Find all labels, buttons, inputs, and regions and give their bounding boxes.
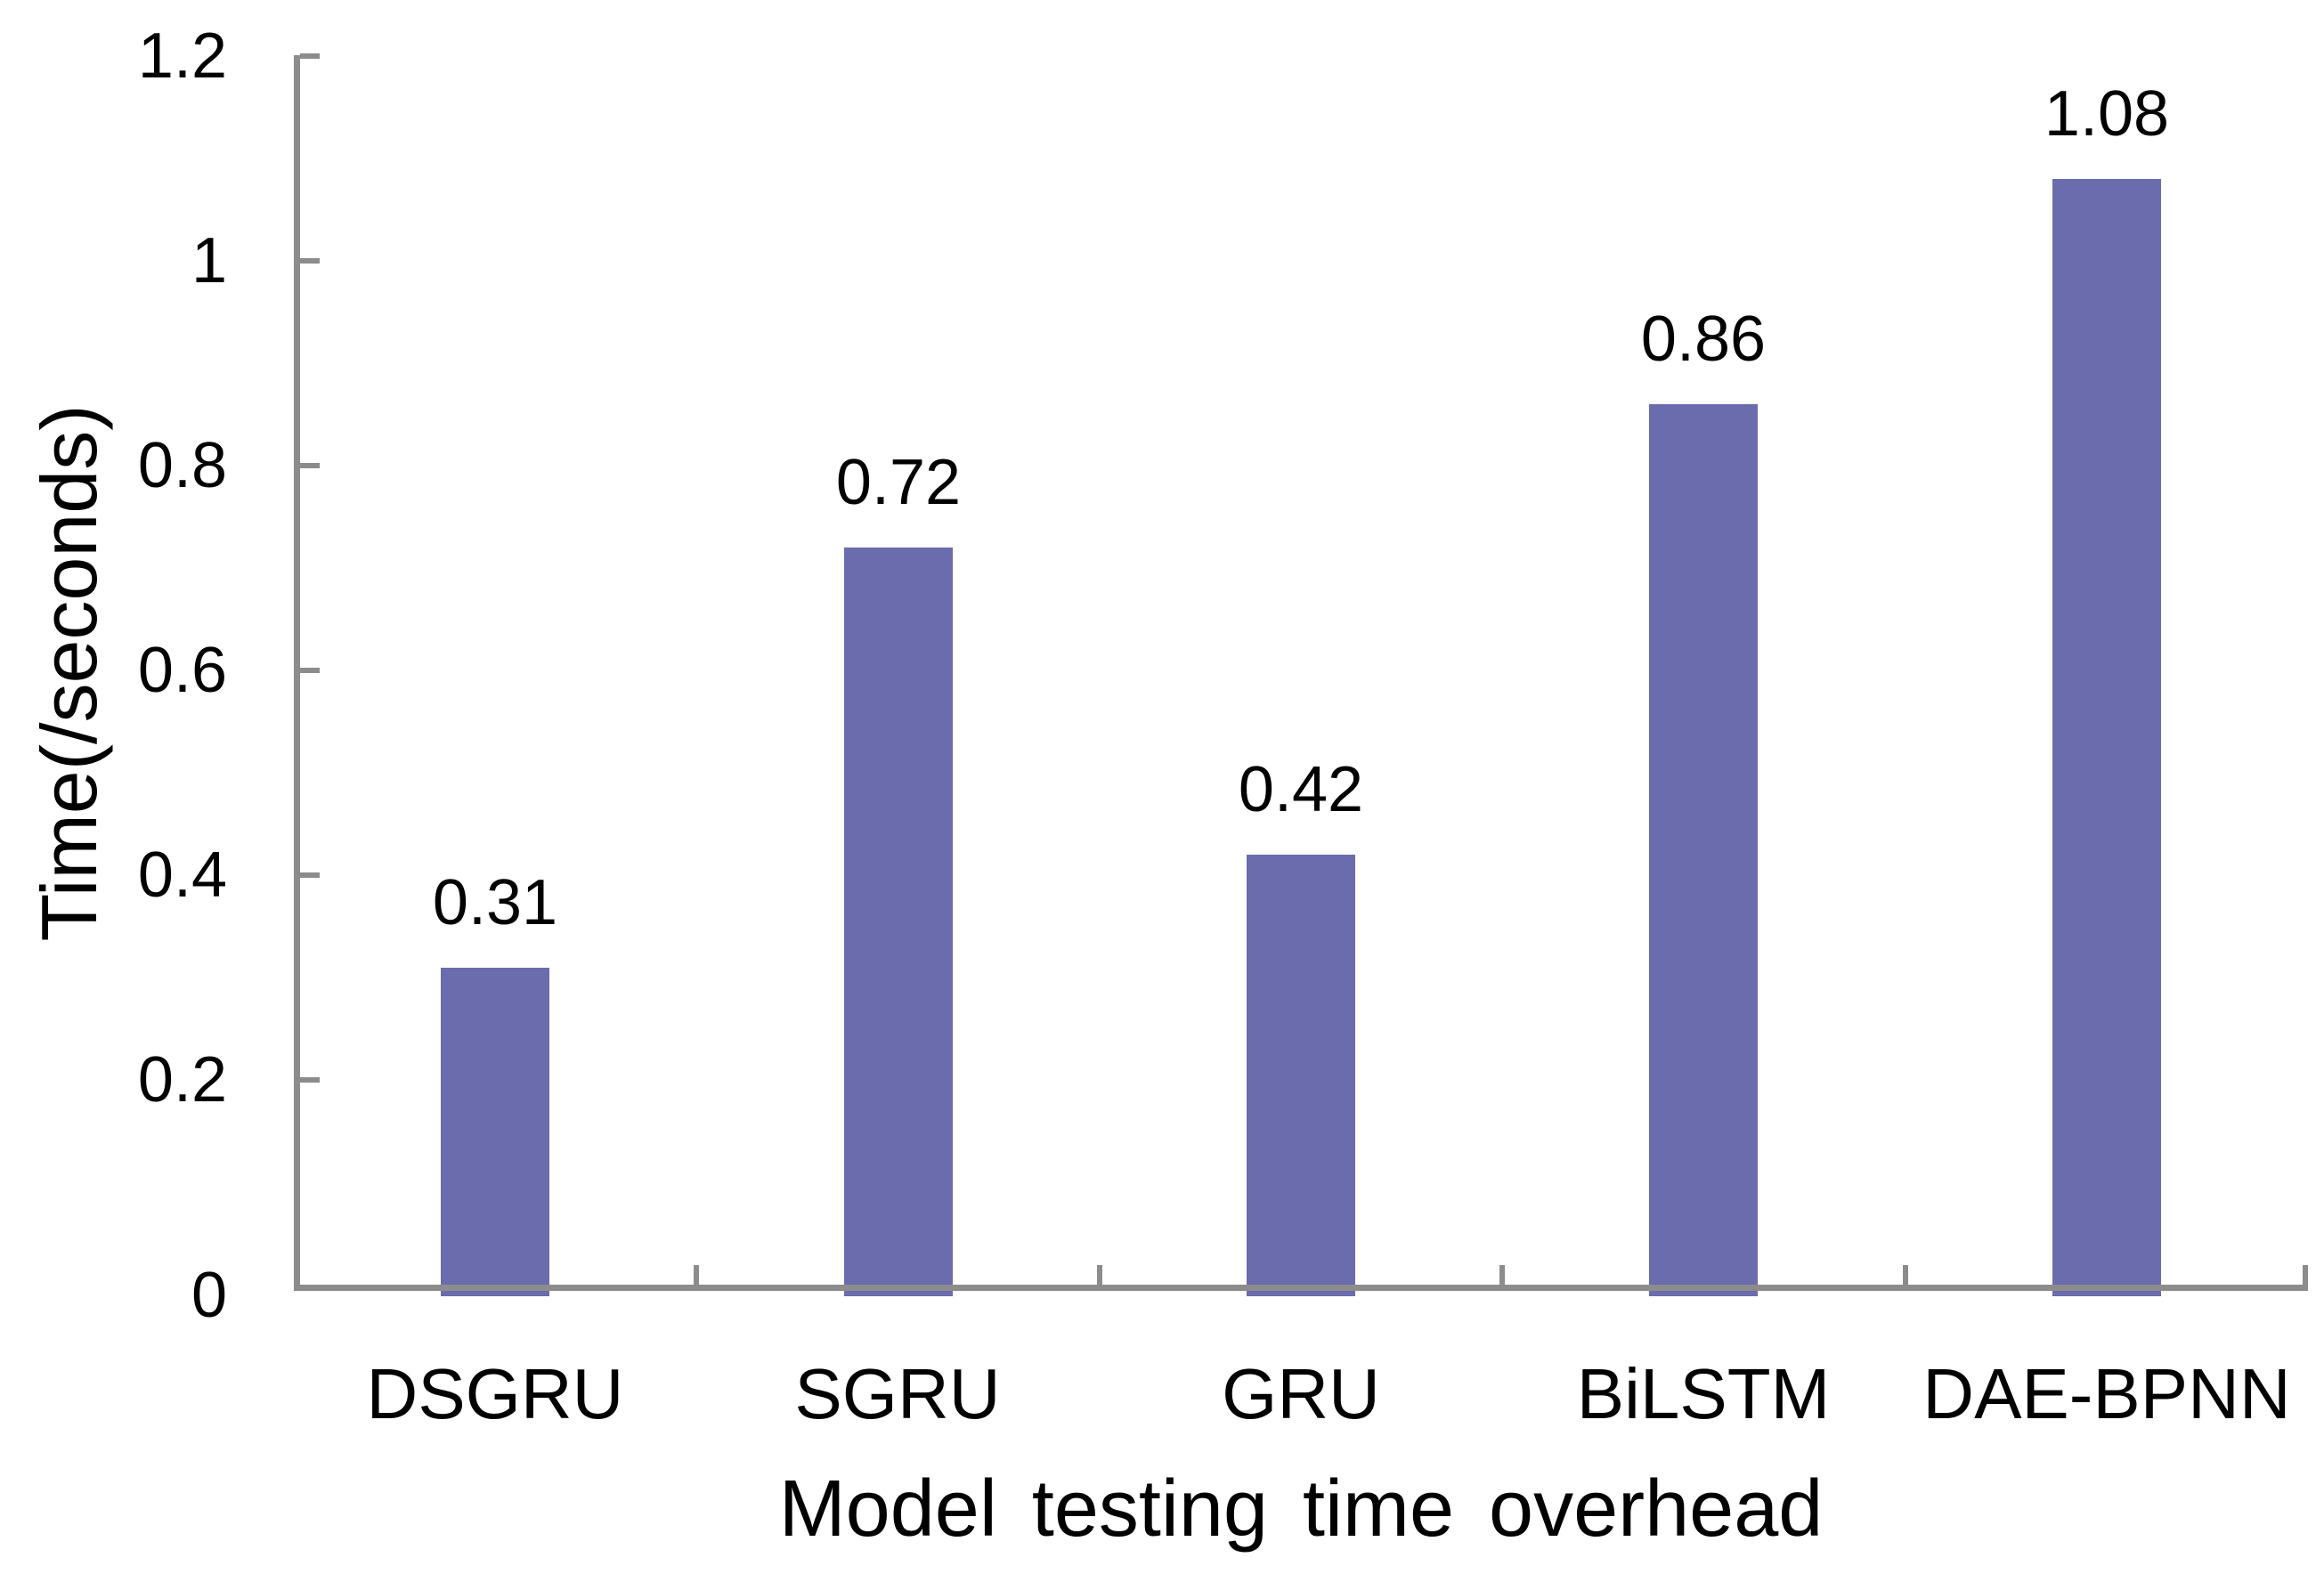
y-axis-line (294, 55, 300, 1291)
y-tick (300, 872, 320, 878)
x-tick (1097, 1265, 1102, 1285)
y-tick-label: 1 (191, 225, 227, 296)
y-tick (300, 463, 320, 468)
bar (1247, 855, 1355, 1296)
category-label: GRU (1222, 1354, 1380, 1433)
bar (1649, 404, 1758, 1296)
x-axis-line (294, 1285, 2308, 1291)
y-tick-label: 1.2 (137, 20, 227, 92)
y-tick-label: 0.4 (137, 840, 227, 911)
x-axis-title: Model testing time overhead (778, 1464, 1824, 1554)
category-label: DSGRU (366, 1354, 624, 1433)
y-tick (300, 53, 320, 59)
category-label: DAE-BPNN (1922, 1354, 2291, 1433)
bar-value-label: 0.86 (1640, 304, 1767, 375)
x-tick (2303, 1265, 2308, 1285)
bar-value-label: 0.31 (432, 867, 558, 938)
bar (441, 968, 549, 1296)
bar-value-label: 0.42 (1238, 754, 1364, 825)
bar (844, 548, 953, 1296)
x-tick (694, 1265, 699, 1285)
category-label: SGRU (794, 1354, 1001, 1433)
y-tick (300, 258, 320, 264)
y-tick (300, 668, 320, 673)
y-tick-label: 0.6 (137, 635, 227, 706)
bar (2052, 179, 2161, 1296)
y-tick-label: 0.8 (137, 430, 227, 501)
y-tick-label: 0 (191, 1260, 227, 1331)
bar-value-label: 1.08 (2044, 78, 2170, 150)
category-label: BiLSTM (1576, 1354, 1831, 1433)
y-tick-label: 0.2 (137, 1044, 227, 1116)
x-tick (1499, 1265, 1505, 1285)
x-tick (1903, 1265, 1908, 1285)
bar-value-label: 0.72 (835, 447, 962, 518)
y-tick (300, 1077, 320, 1083)
